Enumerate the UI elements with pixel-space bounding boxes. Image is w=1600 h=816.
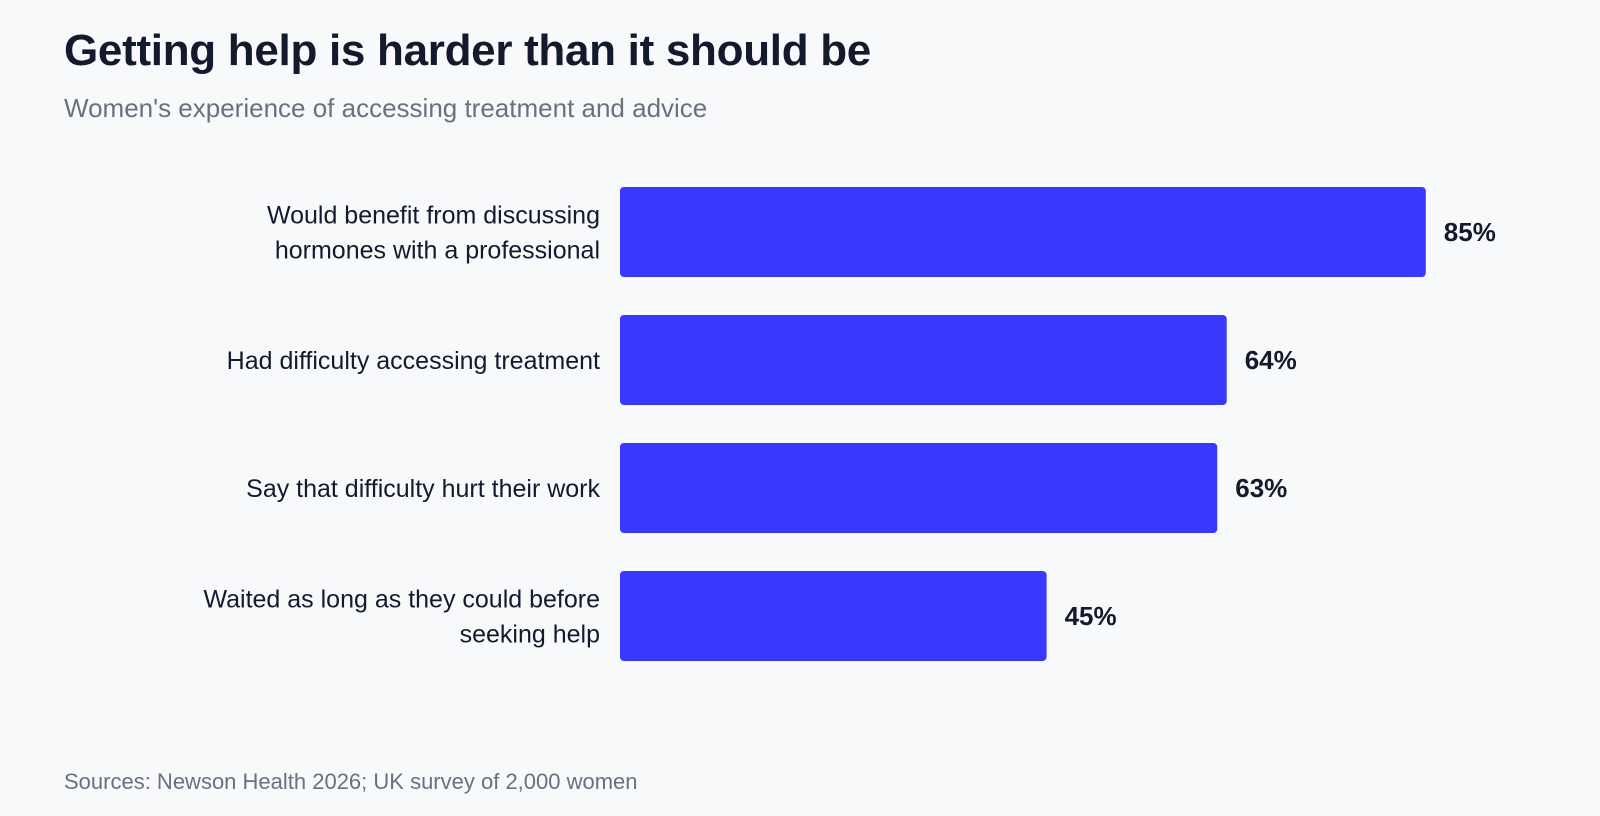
chart-title: Getting help is harder than it should be — [64, 26, 871, 75]
value-label-2: 64% — [1245, 345, 1297, 375]
category-label-2: Had difficulty accessing treatment — [227, 347, 600, 375]
category-label-line: hormones with a professional — [275, 237, 600, 265]
value-label-4: 45% — [1065, 601, 1117, 631]
bar-3 — [620, 443, 1218, 533]
category-label-4: Waited as long as they could before seeki… — [203, 586, 600, 649]
value-label-3: 63% — [1235, 473, 1287, 503]
category-label-3: Say that difficulty hurt their work — [246, 475, 600, 503]
chart-subtitle: Women's experience of accessing treatmen… — [64, 93, 708, 123]
bar-chart: Would benefit from discussing hormones wi… — [203, 187, 1496, 661]
category-label-line: Say that difficulty hurt their work — [246, 475, 600, 503]
category-label-line: Waited as long as they could before — [203, 586, 600, 614]
value-label-1: 85% — [1444, 217, 1496, 247]
bar-4 — [620, 571, 1047, 661]
category-label-line: Would benefit from discussing — [267, 202, 600, 230]
bar-1 — [620, 187, 1426, 277]
bar-2 — [620, 315, 1227, 405]
category-label-1: Would benefit from discussing hormones wi… — [267, 202, 600, 265]
category-label-line: seeking help — [460, 621, 600, 649]
category-label-line: Had difficulty accessing treatment — [227, 347, 600, 375]
source-note: Sources: Newson Health 2026; UK survey o… — [64, 769, 638, 794]
